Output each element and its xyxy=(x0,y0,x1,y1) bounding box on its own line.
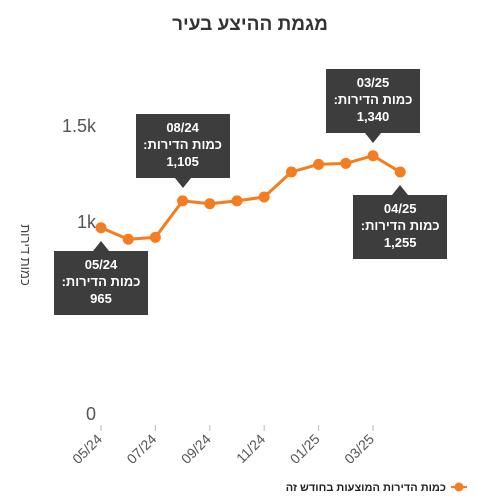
data-point xyxy=(367,150,379,162)
callout-pointer xyxy=(365,132,381,143)
callout-value: 965 xyxy=(90,290,112,306)
callout-label: כמות הדירות: xyxy=(143,136,223,152)
callout-date: 04/25 xyxy=(383,201,417,217)
y-tick-label: 1k xyxy=(77,212,97,232)
data-point xyxy=(95,222,107,234)
callout-value: 1,105 xyxy=(166,153,199,169)
data-point xyxy=(122,233,134,245)
x-tick-label: 05/24 xyxy=(69,431,105,467)
data-callout: 04/25 כמות הדירות: 1,255 xyxy=(353,195,448,260)
y-axis-label: כמות דירות xyxy=(18,224,33,286)
data-callout: 03/25 כמות הדירות: 1,340 xyxy=(326,68,420,133)
callout-label: כמות הדירות: xyxy=(333,91,413,107)
data-point xyxy=(394,166,406,178)
callout-date: 03/25 xyxy=(356,74,390,90)
x-tick-label: 03/25 xyxy=(341,431,377,467)
x-tick-label: 07/24 xyxy=(123,431,159,467)
callout-date: 05/24 xyxy=(84,256,118,272)
callout-value: 1,255 xyxy=(383,235,417,251)
data-point xyxy=(340,157,352,169)
callout-date: 08/24 xyxy=(166,119,199,135)
data-point xyxy=(285,166,297,178)
x-tick-label: 09/24 xyxy=(178,431,214,467)
data-point xyxy=(231,195,243,207)
callout-pointer xyxy=(174,177,191,188)
data-point xyxy=(177,195,189,207)
data-callout: 08/24 כמות הדירות: 1,105 xyxy=(135,113,230,178)
y-tick-label: 1.5k xyxy=(62,116,97,136)
data-point xyxy=(204,198,216,210)
legend-marker xyxy=(454,482,464,492)
legend-label: כמות הדירות המוצעות בחודש זה xyxy=(286,482,446,494)
data-callout: 05/24 כמות הדירות: 965 xyxy=(54,250,148,315)
callout-label: כמות הדירות: xyxy=(61,273,141,289)
y-tick-label: 0 xyxy=(86,404,96,424)
callout-pointer xyxy=(93,240,109,251)
chart-title: מגמת ההיצע בעיר xyxy=(172,14,328,35)
data-point xyxy=(313,158,325,170)
x-tick-label: 01/25 xyxy=(287,431,323,467)
data-point xyxy=(149,231,161,243)
callout-label: כמות הדירות: xyxy=(360,218,440,234)
x-tick-label: 11/24 xyxy=(233,431,269,467)
data-point xyxy=(258,191,270,203)
callout-value: 1,340 xyxy=(356,108,390,124)
callout-pointer xyxy=(392,185,409,196)
